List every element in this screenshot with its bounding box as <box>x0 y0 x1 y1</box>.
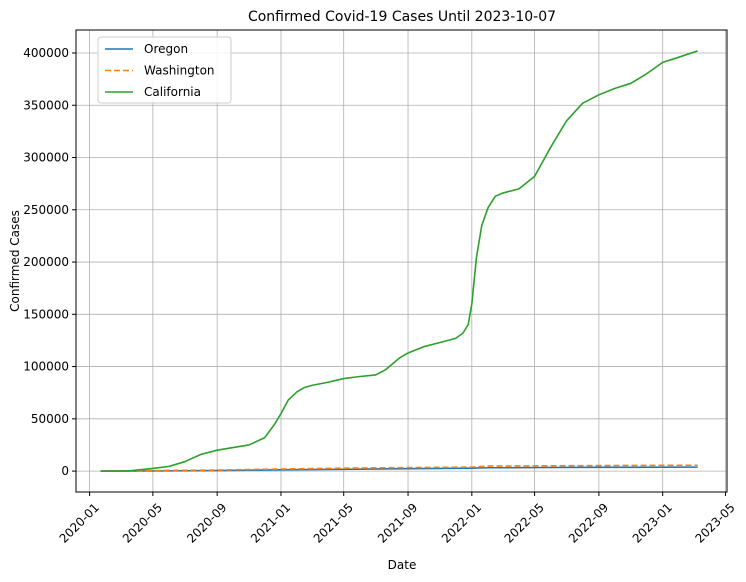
grid-lines <box>76 30 727 492</box>
y-tick-label: 300000 <box>23 151 69 165</box>
x-axis-title: Date <box>388 558 417 572</box>
series-lines <box>100 50 698 472</box>
y-tick-label: 250000 <box>23 203 69 217</box>
y-tick-label: 50000 <box>31 412 69 426</box>
y-axis: 0 50000 100000 150000 200000 250000 300000 3500… <box>23 46 76 478</box>
legend-label-washington: Washington <box>144 64 215 78</box>
y-axis-title: Confirmed Cases <box>8 210 22 312</box>
y-tick-label: 400000 <box>23 46 69 60</box>
y-tick-label: 350000 <box>23 98 69 112</box>
chart-title: Confirmed Covid-19 Cases Until 2023-10-0… <box>248 9 556 25</box>
series-line-oregon <box>100 466 698 472</box>
series-line-california <box>100 50 698 472</box>
legend-box <box>97 36 232 104</box>
plot-frame <box>75 29 728 493</box>
legend: Oregon Washington California <box>97 36 232 104</box>
y-tick-label: 0 <box>61 464 69 478</box>
series-line-washington <box>100 464 698 472</box>
legend-label-oregon: Oregon <box>144 42 188 56</box>
y-tick-label: 150000 <box>23 307 69 321</box>
y-tick-label: 100000 <box>23 360 69 374</box>
legend-label-california: California <box>144 85 201 99</box>
y-tick-label: 200000 <box>23 255 69 269</box>
